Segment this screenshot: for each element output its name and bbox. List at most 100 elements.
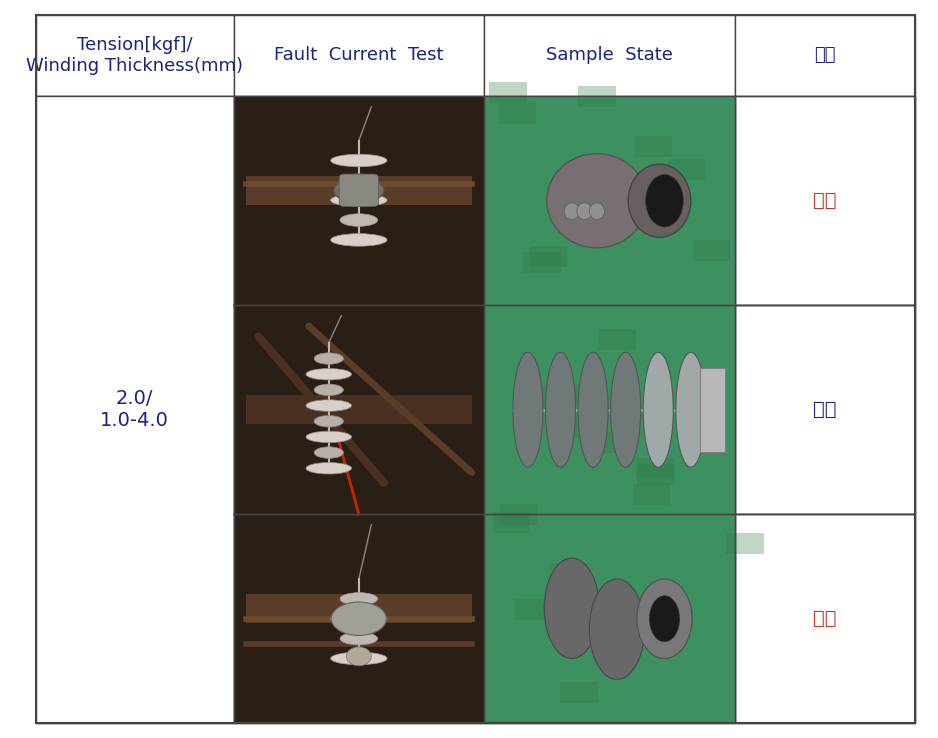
Bar [734, 306, 915, 514]
Ellipse shape [306, 368, 352, 380]
Ellipse shape [611, 352, 641, 467]
Bar [484, 306, 734, 514]
Bar [484, 514, 734, 723]
Bar [734, 15, 915, 96]
Bar [492, 512, 530, 533]
Ellipse shape [331, 613, 387, 625]
Ellipse shape [331, 602, 386, 635]
Ellipse shape [331, 234, 387, 246]
Bar [246, 395, 472, 424]
Ellipse shape [334, 178, 384, 203]
Text: Tension[kgf]/
Winding Thickness(mm): Tension[kgf]/ Winding Thickness(mm) [26, 36, 243, 75]
Ellipse shape [513, 352, 543, 467]
Text: Fault  Current  Test: Fault Current Test [274, 46, 444, 64]
Bar [734, 514, 915, 723]
Bar [484, 306, 734, 514]
Bar [692, 240, 731, 261]
FancyBboxPatch shape [340, 174, 379, 207]
Ellipse shape [645, 175, 683, 227]
Ellipse shape [643, 352, 673, 467]
Bar [36, 306, 234, 514]
Ellipse shape [340, 632, 378, 645]
Ellipse shape [331, 652, 387, 665]
Ellipse shape [340, 174, 378, 187]
Ellipse shape [675, 352, 705, 467]
Bar [530, 246, 567, 267]
Bar [36, 96, 234, 723]
Bar [36, 514, 234, 723]
Ellipse shape [340, 593, 378, 605]
Bar [734, 514, 915, 723]
Bar [246, 176, 472, 205]
Ellipse shape [628, 164, 690, 238]
Bar [592, 432, 630, 453]
Ellipse shape [589, 203, 604, 219]
Bar [598, 329, 636, 350]
Bar [490, 82, 527, 103]
Text: Sample  State: Sample State [546, 46, 673, 64]
Bar [562, 593, 599, 615]
Bar [635, 137, 673, 157]
Bar [734, 96, 915, 306]
Bar [499, 103, 537, 124]
Ellipse shape [340, 214, 378, 227]
Text: 비고: 비고 [814, 46, 836, 64]
Bar [549, 564, 586, 584]
Ellipse shape [637, 579, 692, 658]
Bar [234, 514, 484, 723]
Bar [734, 306, 915, 514]
Bar [632, 483, 670, 505]
Bar [700, 368, 725, 452]
Bar [668, 159, 705, 180]
Text: 불량: 불량 [813, 610, 837, 628]
Bar [656, 610, 693, 631]
Bar [234, 306, 484, 514]
Bar [484, 96, 734, 306]
Ellipse shape [306, 400, 352, 411]
Ellipse shape [578, 352, 608, 467]
Bar [37, 97, 233, 723]
Ellipse shape [565, 203, 580, 219]
Ellipse shape [306, 463, 352, 474]
Ellipse shape [314, 384, 343, 396]
Bar [484, 306, 734, 514]
Bar [557, 417, 595, 438]
Bar [234, 96, 484, 306]
Bar [484, 514, 734, 723]
Ellipse shape [577, 203, 592, 219]
Ellipse shape [306, 431, 352, 443]
Bar [234, 96, 484, 306]
Bar [234, 514, 484, 723]
Bar [484, 96, 734, 306]
Bar [534, 386, 572, 407]
Bar [234, 15, 484, 96]
Bar [726, 534, 764, 554]
Bar [246, 593, 472, 623]
Bar [36, 15, 234, 96]
Bar [484, 96, 734, 306]
Text: 2.0/
1.0-4.0: 2.0/ 1.0-4.0 [100, 389, 169, 430]
Ellipse shape [314, 446, 343, 458]
Bar [234, 306, 484, 514]
Bar [500, 504, 538, 525]
Ellipse shape [547, 154, 647, 248]
Bar [578, 86, 615, 106]
Ellipse shape [314, 415, 343, 427]
Ellipse shape [546, 352, 576, 467]
Ellipse shape [331, 194, 387, 207]
Bar [638, 464, 675, 485]
Bar [484, 15, 734, 96]
Ellipse shape [346, 647, 371, 666]
Text: 불량: 불량 [813, 191, 837, 210]
Text: 양호: 양호 [813, 400, 837, 419]
Bar [234, 96, 484, 306]
Bar [560, 384, 598, 404]
Bar [234, 514, 484, 723]
Ellipse shape [589, 579, 644, 680]
Bar [523, 252, 561, 272]
Bar [36, 96, 234, 306]
Bar [234, 306, 484, 514]
Bar [515, 599, 552, 620]
Bar [734, 96, 915, 306]
Ellipse shape [649, 596, 679, 642]
